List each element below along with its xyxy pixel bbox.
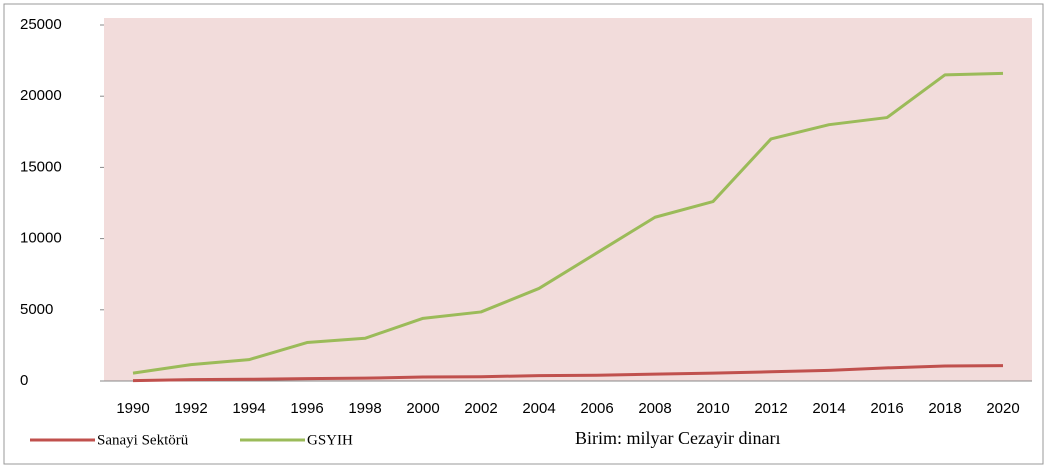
series-line [132, 71, 1004, 375]
x-tick-label: 2020 [986, 400, 1019, 417]
legend-label: Sanayi Sektörü [97, 432, 189, 448]
x-tick-label: 2002 [464, 400, 497, 417]
y-tick-label: 0 [20, 372, 28, 389]
x-tick-label: 1996 [290, 400, 323, 417]
x-tick-label: 2014 [812, 400, 845, 417]
x-tick-label: 2008 [638, 400, 671, 417]
x-tick-label: 1994 [232, 400, 265, 417]
x-tick-label: 2012 [754, 400, 787, 417]
x-tick-label: 1990 [116, 400, 149, 417]
y-tick-label: 15000 [20, 158, 62, 175]
y-tick-label: 25000 [20, 16, 62, 33]
x-tick-label: 2010 [696, 400, 729, 417]
y-tick-label: 5000 [20, 301, 53, 318]
series-line [132, 364, 1004, 383]
y-tick-label: 10000 [20, 230, 62, 247]
plot-area [104, 18, 1032, 381]
x-tick-label: 2000 [406, 400, 439, 417]
y-tick-label: 20000 [20, 87, 62, 104]
x-tick-label: 2006 [580, 400, 613, 417]
x-tick-label: 2004 [522, 400, 555, 417]
x-tick-label: 1992 [174, 400, 207, 417]
annotation: Birim: milyar Cezayir dinarı [575, 428, 780, 448]
x-tick-label: 2018 [928, 400, 961, 417]
x-tick-label: 1998 [348, 400, 381, 417]
x-tick-label: 2016 [870, 400, 903, 417]
legend-label: GSYIH [307, 432, 353, 448]
